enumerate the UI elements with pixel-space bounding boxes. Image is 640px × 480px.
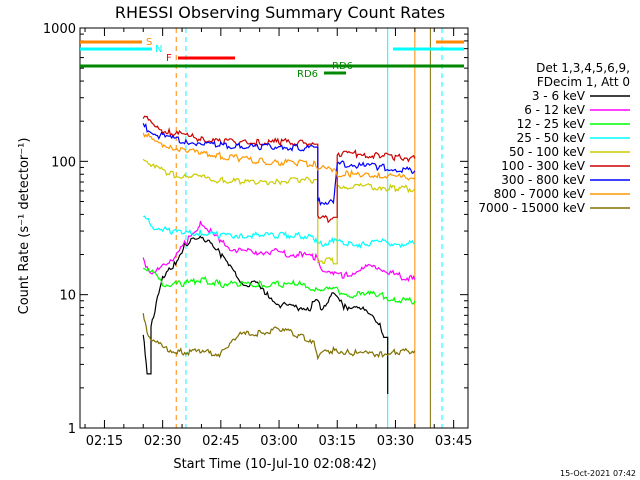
plot-frame bbox=[79, 27, 469, 429]
series-line-2 bbox=[142, 220, 416, 283]
observing-flags: SNF RD6 RD6 bbox=[80, 37, 464, 80]
series-line-6 bbox=[142, 115, 416, 224]
plot-area bbox=[142, 28, 443, 428]
legend-label: 25 - 50 keV bbox=[517, 131, 586, 145]
x-tick-label: 02:30 bbox=[144, 434, 181, 449]
y-tick-label: 100 bbox=[51, 155, 76, 170]
chart-title: RHESSI Observing Summary Count Rates bbox=[115, 3, 445, 22]
legend-label: 800 - 7000 keV bbox=[494, 187, 586, 201]
series-line-3 bbox=[142, 267, 416, 305]
x-tick-label: 02:15 bbox=[86, 434, 123, 449]
y-tick-label: 10 bbox=[59, 289, 76, 304]
x-tick-label: 03:00 bbox=[260, 434, 297, 449]
legend-label: 100 - 300 keV bbox=[501, 159, 585, 173]
legend-label: 3 - 6 keV bbox=[532, 89, 586, 103]
flag-label: F bbox=[166, 53, 172, 64]
legend-label: 50 - 100 keV bbox=[509, 145, 586, 159]
axes: 1 10 100 1000 02:15 02:30 02:45 03:00 03:15 03:30… bbox=[43, 22, 472, 449]
legend-label: 300 - 800 keV bbox=[501, 173, 585, 187]
legend-header-line-1: Det 1,3,4,5,6,9, bbox=[536, 61, 630, 75]
x-axis-label: Start Time (10-Jul-10 02:08:42) bbox=[173, 457, 376, 472]
flag-label: RD6 bbox=[297, 69, 318, 80]
y-tick-label: 1000 bbox=[43, 22, 76, 37]
x-tick-label: 03:30 bbox=[377, 434, 414, 449]
series-line-4 bbox=[142, 215, 416, 249]
x-tick-label: 02:45 bbox=[202, 434, 239, 449]
legend-label: 12 - 25 keV bbox=[517, 117, 586, 131]
y-tick-label: 1 bbox=[68, 422, 76, 437]
series-line-7 bbox=[142, 122, 416, 207]
flag-label: N bbox=[155, 44, 162, 55]
flag-label: RD6 bbox=[332, 61, 353, 72]
legend-header-line-2: FDecim 1, Att 0 bbox=[537, 75, 630, 89]
series-line-9 bbox=[142, 313, 416, 361]
x-tick-label: 03:15 bbox=[319, 434, 356, 449]
x-tick-label: 03:45 bbox=[435, 434, 472, 449]
legend-label: 7000 - 15000 keV bbox=[478, 201, 585, 215]
legend-label: 6 - 12 keV bbox=[524, 103, 586, 117]
series-line-1 bbox=[142, 235, 389, 394]
series-line-8 bbox=[142, 132, 416, 181]
date-stamp: 15-Oct-2021 07:42 bbox=[560, 469, 636, 478]
series-line-5 bbox=[142, 158, 416, 265]
y-axis-label: Count Rate (s⁻¹ detector⁻¹) bbox=[17, 138, 32, 315]
flag-label: S bbox=[146, 37, 152, 48]
